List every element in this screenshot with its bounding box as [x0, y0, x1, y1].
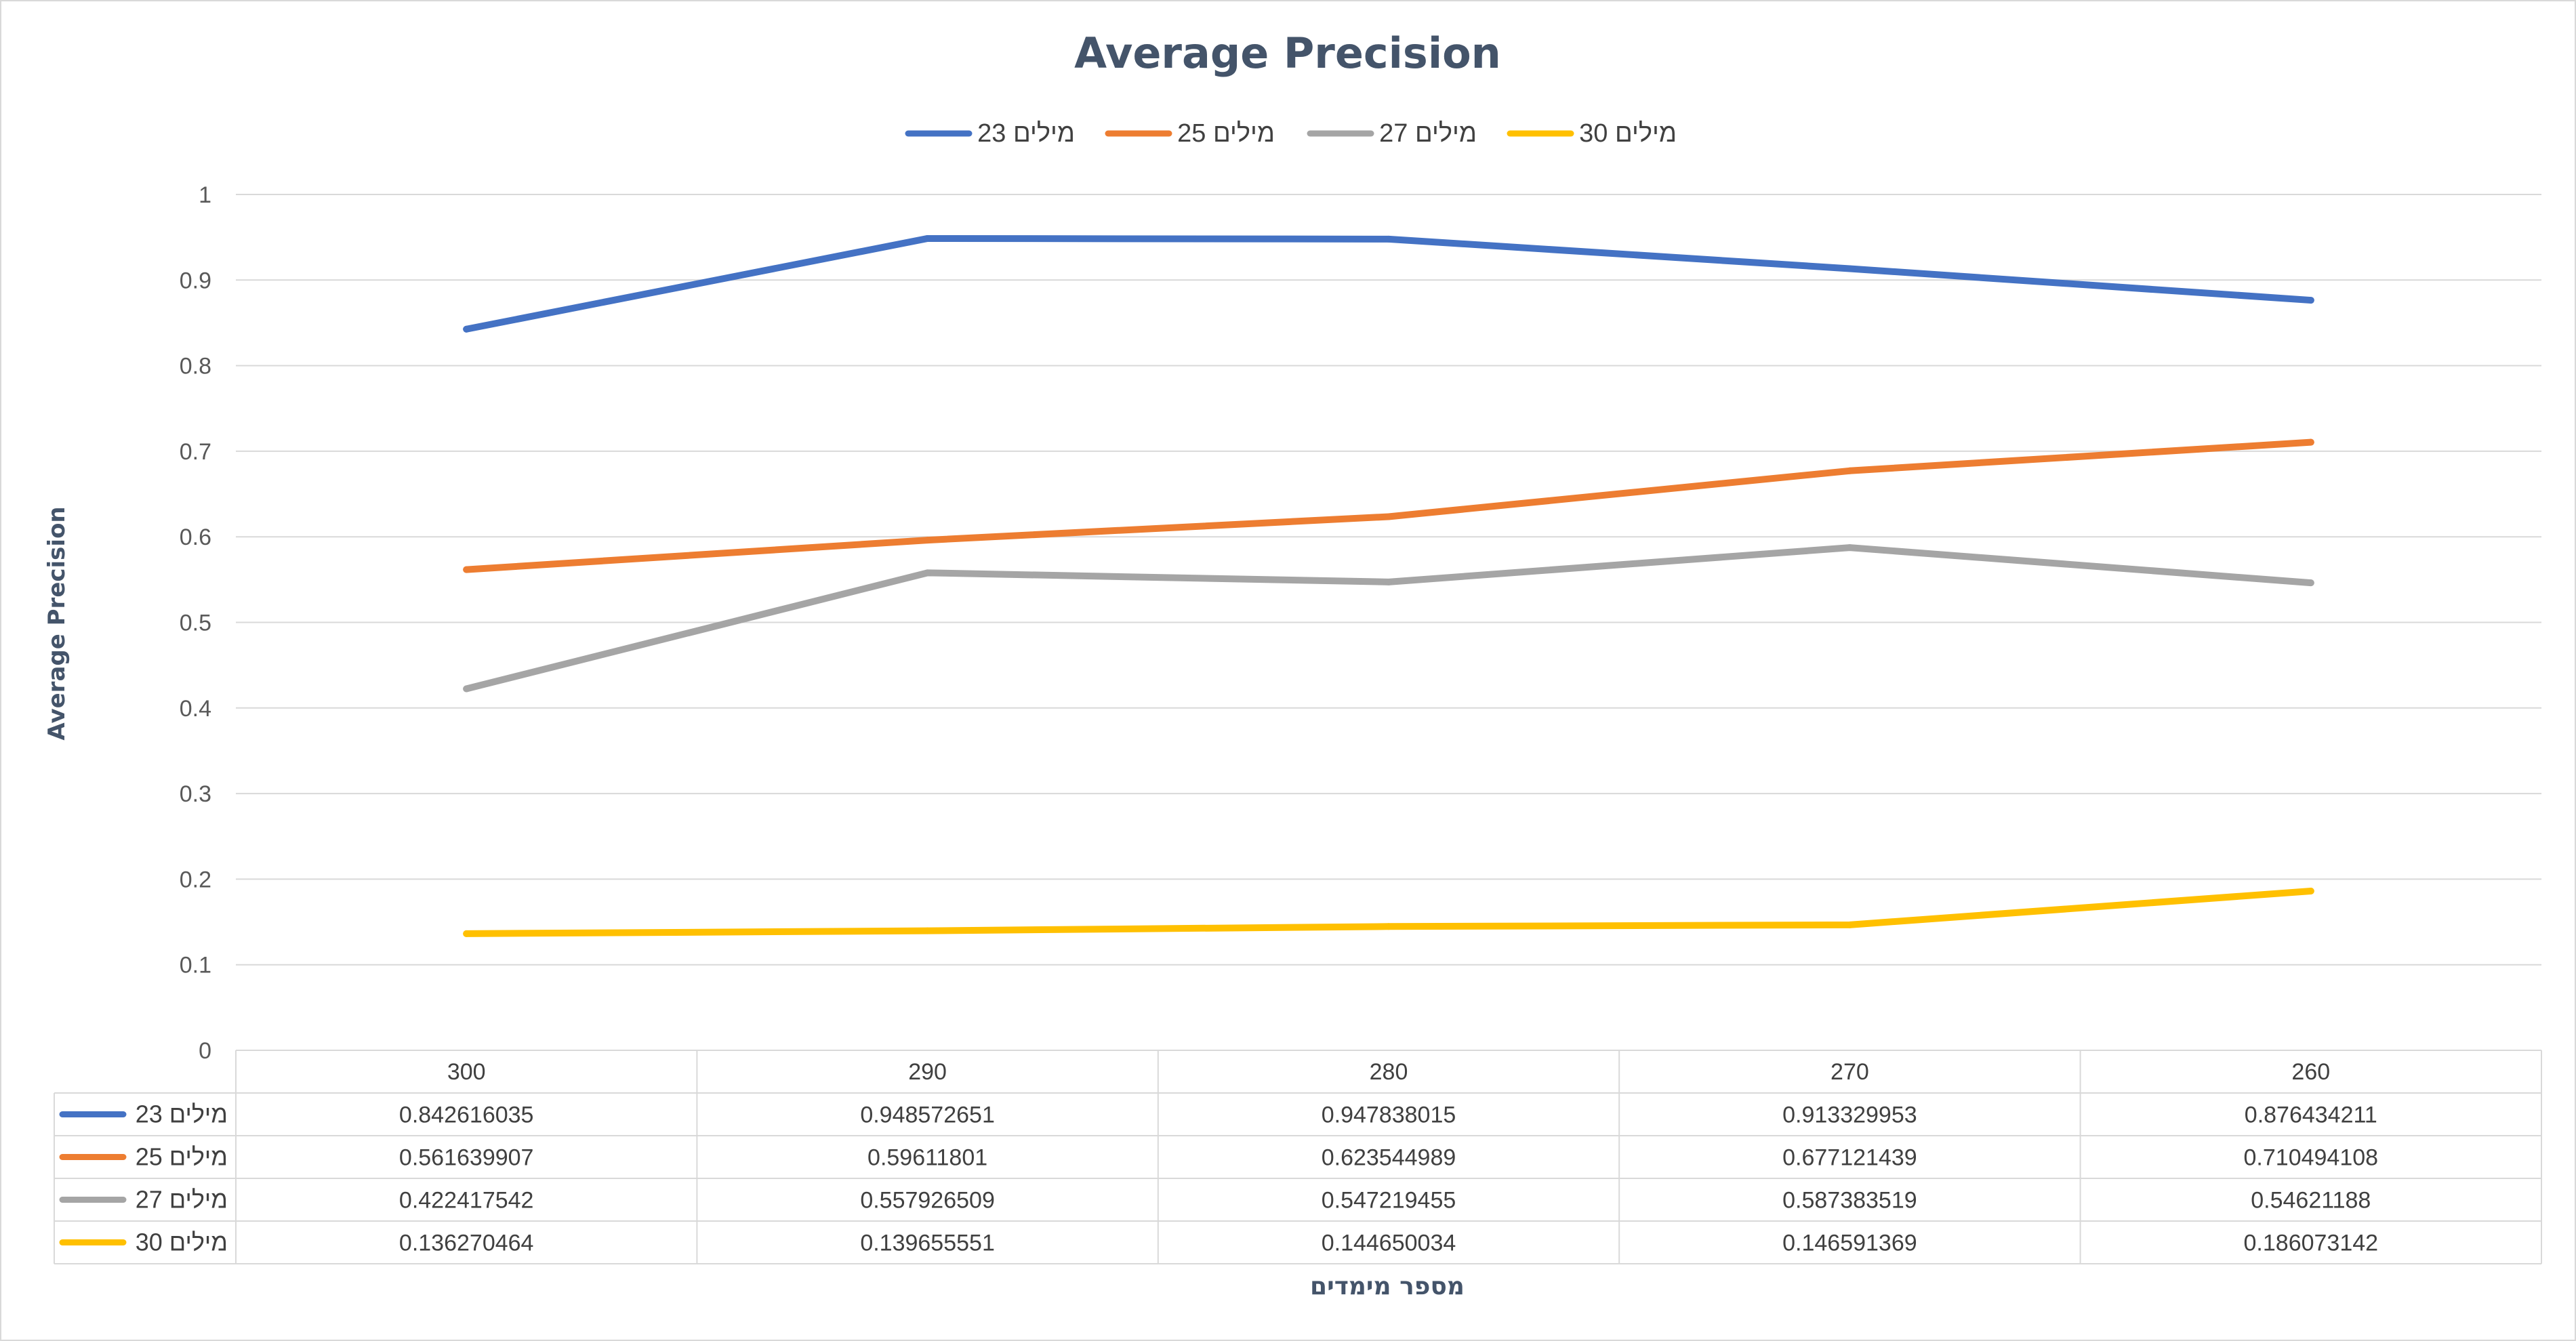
- legend: 23 מילים 25 מילים 27 מילים 30 מילים: [905, 119, 1677, 148]
- table-series-name: 30 מילים: [136, 1229, 228, 1256]
- data-point: [924, 234, 931, 242]
- y-tick-label: 1: [199, 182, 211, 208]
- data-point: [463, 685, 470, 693]
- data-point: [1846, 265, 1854, 272]
- x-category-label: 260: [2291, 1059, 2330, 1085]
- data-point: [2307, 438, 2314, 446]
- table-cell-value: 0.587383519: [1782, 1188, 1917, 1214]
- table-cell-value: 0.186073142: [2244, 1231, 2379, 1256]
- y-axis-ticks: 0 0.1 0.2 0.3 0.4 0.5 0.6 0.7 0.8 0.9 1: [180, 182, 211, 1064]
- table-series-name: 27 מילים: [136, 1186, 228, 1214]
- data-point: [924, 569, 931, 577]
- y-axis-label: Average Precision: [43, 506, 70, 740]
- table-cell-value: 0.947838015: [1322, 1102, 1456, 1128]
- data-point: [924, 537, 931, 544]
- data-point: [463, 930, 470, 937]
- y-tick-label: 0.1: [180, 953, 211, 978]
- x-category-label: 300: [447, 1059, 486, 1085]
- legend-label: 23 מילים: [977, 119, 1075, 148]
- x-category-label: 290: [908, 1059, 947, 1085]
- table-cell-value: 0.913329953: [1782, 1102, 1917, 1128]
- table-cell-value: 0.677121439: [1782, 1145, 1917, 1171]
- y-tick-label: 0.2: [180, 867, 211, 892]
- chart-title: Average Precision: [1074, 28, 1501, 78]
- data-point: [2307, 297, 2314, 304]
- table-cell-value: 0.710494108: [2244, 1145, 2379, 1171]
- legend-label: 30 מילים: [1579, 119, 1677, 148]
- data-point: [1385, 513, 1392, 520]
- table-cell-value: 0.547219455: [1322, 1188, 1456, 1214]
- table-cell-value: 0.557926509: [860, 1188, 995, 1214]
- data-point: [463, 325, 470, 333]
- y-tick-label: 0.3: [180, 781, 211, 807]
- data-point: [463, 566, 470, 573]
- table-cell-value: 0.144650034: [1322, 1231, 1456, 1256]
- y-tick-label: 0: [199, 1038, 211, 1064]
- data-point: [2307, 579, 2314, 587]
- legend-label: 25 מילים: [1177, 119, 1275, 148]
- table-series-name: 23 מילים: [136, 1100, 228, 1128]
- x-axis-label: מספר מימדים: [1310, 1273, 1465, 1300]
- series-lines: [463, 234, 2314, 937]
- table-cell-value: 0.146591369: [1782, 1231, 1917, 1256]
- table-cell-value: 0.54621188: [2251, 1188, 2371, 1214]
- data-point: [1846, 467, 1854, 474]
- table-cell-value: 0.842616035: [399, 1102, 534, 1128]
- y-tick-label: 0.9: [180, 268, 211, 293]
- x-category-label: 280: [1370, 1059, 1408, 1085]
- table-cell-value: 0.422417542: [399, 1188, 534, 1214]
- table-cell-value: 0.623544989: [1322, 1145, 1456, 1171]
- data-point: [1846, 544, 1854, 552]
- data-point: [1385, 235, 1392, 243]
- y-tick-label: 0.5: [180, 611, 211, 636]
- data-table: 300 290 280 270 260 23 מילים 0.842616035 0.9485…: [54, 1050, 2542, 1264]
- table-cell-value: 0.561639907: [399, 1145, 534, 1171]
- y-tick-label: 0.6: [180, 524, 211, 550]
- data-point: [924, 927, 931, 934]
- y-tick-label: 0.4: [180, 696, 211, 722]
- legend-label: 27 מילים: [1379, 119, 1477, 148]
- table-cell-value: 0.948572651: [860, 1102, 995, 1128]
- data-point: [1846, 921, 1854, 928]
- table-cell-value: 0.136270464: [399, 1231, 534, 1256]
- y-tick-label: 0.8: [180, 354, 211, 379]
- data-point: [2307, 887, 2314, 894]
- data-point: [1385, 923, 1392, 930]
- table-cell-value: 0.876434211: [2245, 1102, 2377, 1128]
- table-series-name: 25 מילים: [136, 1143, 228, 1171]
- table-cell-value: 0.139655551: [860, 1231, 995, 1256]
- data-point: [1385, 578, 1392, 585]
- table-cell-value: 0.59611801: [867, 1145, 987, 1171]
- x-category-label: 270: [1831, 1059, 1869, 1085]
- y-tick-label: 0.7: [180, 439, 211, 465]
